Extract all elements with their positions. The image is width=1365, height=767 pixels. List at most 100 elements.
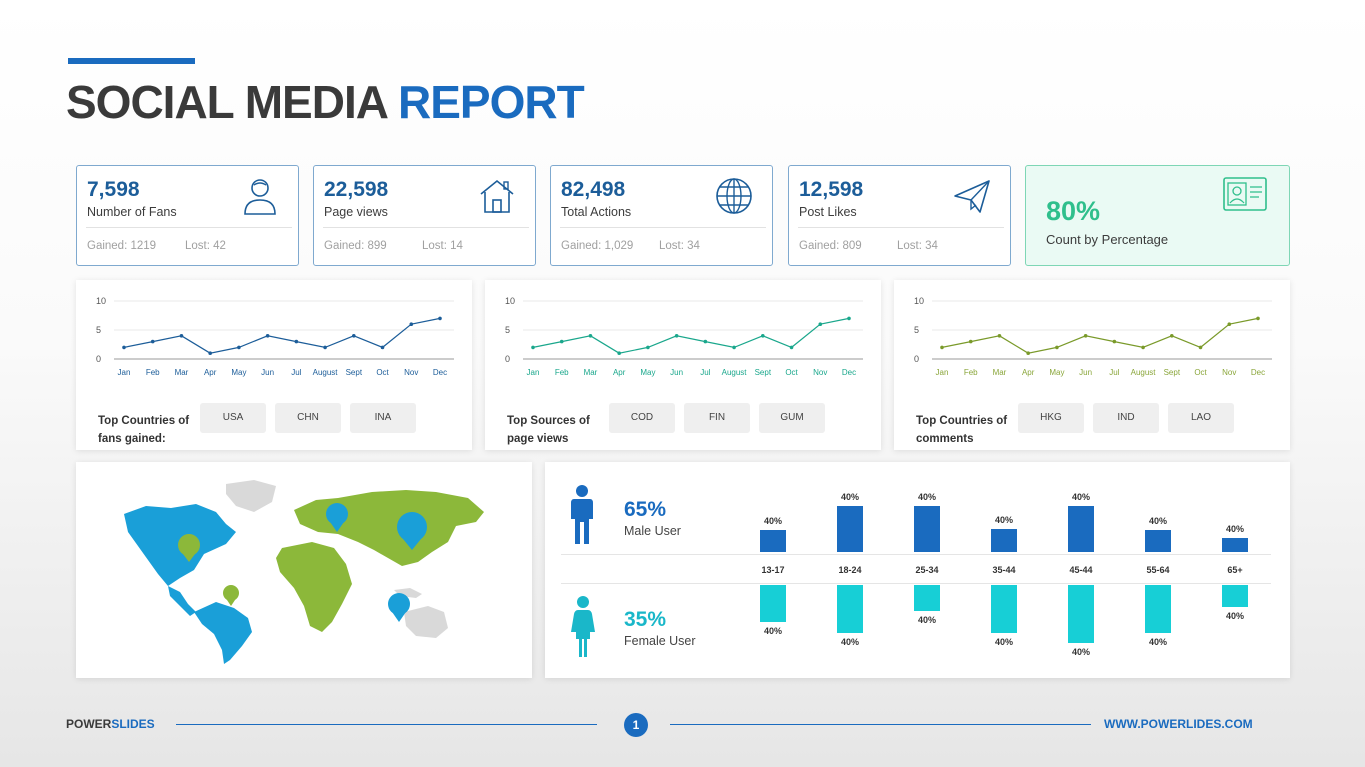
female-icon <box>571 596 595 657</box>
female-percent: 35% <box>624 608 667 631</box>
male-icon <box>571 485 593 544</box>
male-bar <box>837 506 863 552</box>
data-point <box>380 345 385 350</box>
male-bar <box>760 530 786 552</box>
y-tick-label: 0 <box>505 354 510 364</box>
x-tick-label: Jan <box>118 368 131 377</box>
data-point <box>352 334 356 338</box>
series-line <box>123 317 441 354</box>
kpi-label: Post Likes <box>799 205 857 219</box>
age-group-label: 18-24 <box>838 565 862 575</box>
map-pin-southeast-asia <box>388 593 410 622</box>
data-point <box>1256 316 1260 321</box>
card-divider <box>323 227 529 228</box>
kpi-gained: Gained: 1219 <box>87 240 157 252</box>
title-accent: REPORT <box>398 76 585 128</box>
x-tick-label: Jul <box>700 368 710 377</box>
data-point <box>1141 345 1145 350</box>
trend-caption: Top Countries of comments <box>916 415 1008 445</box>
y-tick-label: 0 <box>914 354 919 364</box>
data-point <box>940 345 944 350</box>
country-pill[interactable]: USA <box>200 403 266 433</box>
country-pill[interactable]: CHN <box>275 403 341 433</box>
central-america-shape <box>168 586 196 616</box>
id-card-icon <box>1223 177 1267 211</box>
data-point <box>847 316 851 321</box>
data-point <box>1055 345 1059 350</box>
card-divider <box>86 227 292 228</box>
male-bar-label: 40% <box>1148 516 1167 527</box>
divider-bottom <box>561 583 1271 584</box>
y-tick-label: 10 <box>914 296 924 306</box>
data-point <box>1026 351 1030 355</box>
title-accent-bar <box>68 58 195 64</box>
female-bar-label: 40% <box>840 637 859 647</box>
footer-rule-left <box>176 724 597 725</box>
data-point <box>617 351 621 355</box>
y-tick-label: 0 <box>96 354 101 364</box>
x-tick-label: Jun <box>261 368 274 377</box>
data-point <box>323 345 327 350</box>
data-point <box>438 316 442 321</box>
brand-main: POWER <box>66 717 112 731</box>
data-point <box>674 334 679 338</box>
male-bar-label: 40% <box>763 516 782 527</box>
series-line <box>941 317 1259 354</box>
y-tick-label: 10 <box>505 296 515 306</box>
male-bar <box>991 528 1017 552</box>
source-pill[interactable]: GUM <box>759 403 825 433</box>
kpi-gained: Gained: 809 <box>799 240 862 252</box>
country-pill[interactable]: INA <box>350 403 416 433</box>
x-tick-label: Apr <box>204 368 217 377</box>
footer-url[interactable]: WWW.POWERLIDES.COM <box>1104 717 1253 731</box>
x-tick-label: Feb <box>146 368 160 377</box>
data-point <box>237 345 241 350</box>
x-tick-label: Nov <box>813 368 827 377</box>
y-tick-label: 10 <box>96 296 106 306</box>
x-tick-label: Mar <box>175 368 189 377</box>
footer-rule-right <box>670 724 1091 725</box>
south-america-shape <box>194 602 252 664</box>
x-tick-label: August <box>722 368 748 377</box>
female-bar-label: 40% <box>1148 637 1167 647</box>
x-tick-label: Nov <box>404 368 418 377</box>
line-chart-comments: 0 5 10 Jan Feb Mar Apr May Jun Jul August Sept Oct No… <box>914 296 1272 377</box>
kpi-card-page-views: 22,598 Page views Gained: 899 Lost: 14 <box>313 165 536 266</box>
x-tick-label: Feb <box>555 368 569 377</box>
kpi-value: 22,598 <box>324 178 389 201</box>
data-point <box>122 345 126 350</box>
male-bar-label: 40% <box>840 492 859 503</box>
data-point <box>588 334 593 338</box>
female-bar-label: 40% <box>763 626 782 637</box>
source-pill[interactable]: COD <box>609 403 675 433</box>
kpi-lost: Lost: 34 <box>897 240 938 252</box>
x-tick-label: Jan <box>527 368 540 377</box>
x-tick-label: Sept <box>755 368 772 377</box>
kpi-card-percentage: 80% Count by Percentage <box>1025 165 1290 266</box>
trend-caption: Top Countries of fans gained: <box>98 415 190 445</box>
x-tick-label: August <box>313 368 339 377</box>
data-point <box>789 345 794 350</box>
country-pill[interactable]: LAO <box>1168 403 1234 433</box>
data-point <box>294 339 299 344</box>
male-bar-label: 40% <box>1071 492 1090 503</box>
source-pill[interactable]: FIN <box>684 403 750 433</box>
kpi-value: 7,598 <box>87 178 140 201</box>
x-tick-label: Dec <box>433 368 447 377</box>
x-tick-label: August <box>1131 368 1157 377</box>
male-bar-label: 40% <box>994 514 1013 525</box>
footer-brand: POWERSLIDES <box>66 717 155 731</box>
kpi-gained: Gained: 1,029 <box>561 240 634 252</box>
card-divider <box>560 227 766 228</box>
trend-panel-fans: 0 5 10 Jan Feb Mar Apr May Jun Jul August Sept Oct No… <box>76 280 472 450</box>
country-pill[interactable]: IND <box>1093 403 1159 433</box>
country-pill[interactable]: HKG <box>1018 403 1084 433</box>
page-title: SOCIAL MEDIA REPORT <box>66 74 585 130</box>
x-tick-label: Dec <box>842 368 856 377</box>
y-tick-label: 5 <box>505 325 510 335</box>
x-tick-label: Jan <box>936 368 949 377</box>
male-bar <box>1068 506 1094 552</box>
data-point <box>761 334 765 338</box>
data-point <box>179 334 184 338</box>
brand-accent: SLIDES <box>111 717 155 731</box>
